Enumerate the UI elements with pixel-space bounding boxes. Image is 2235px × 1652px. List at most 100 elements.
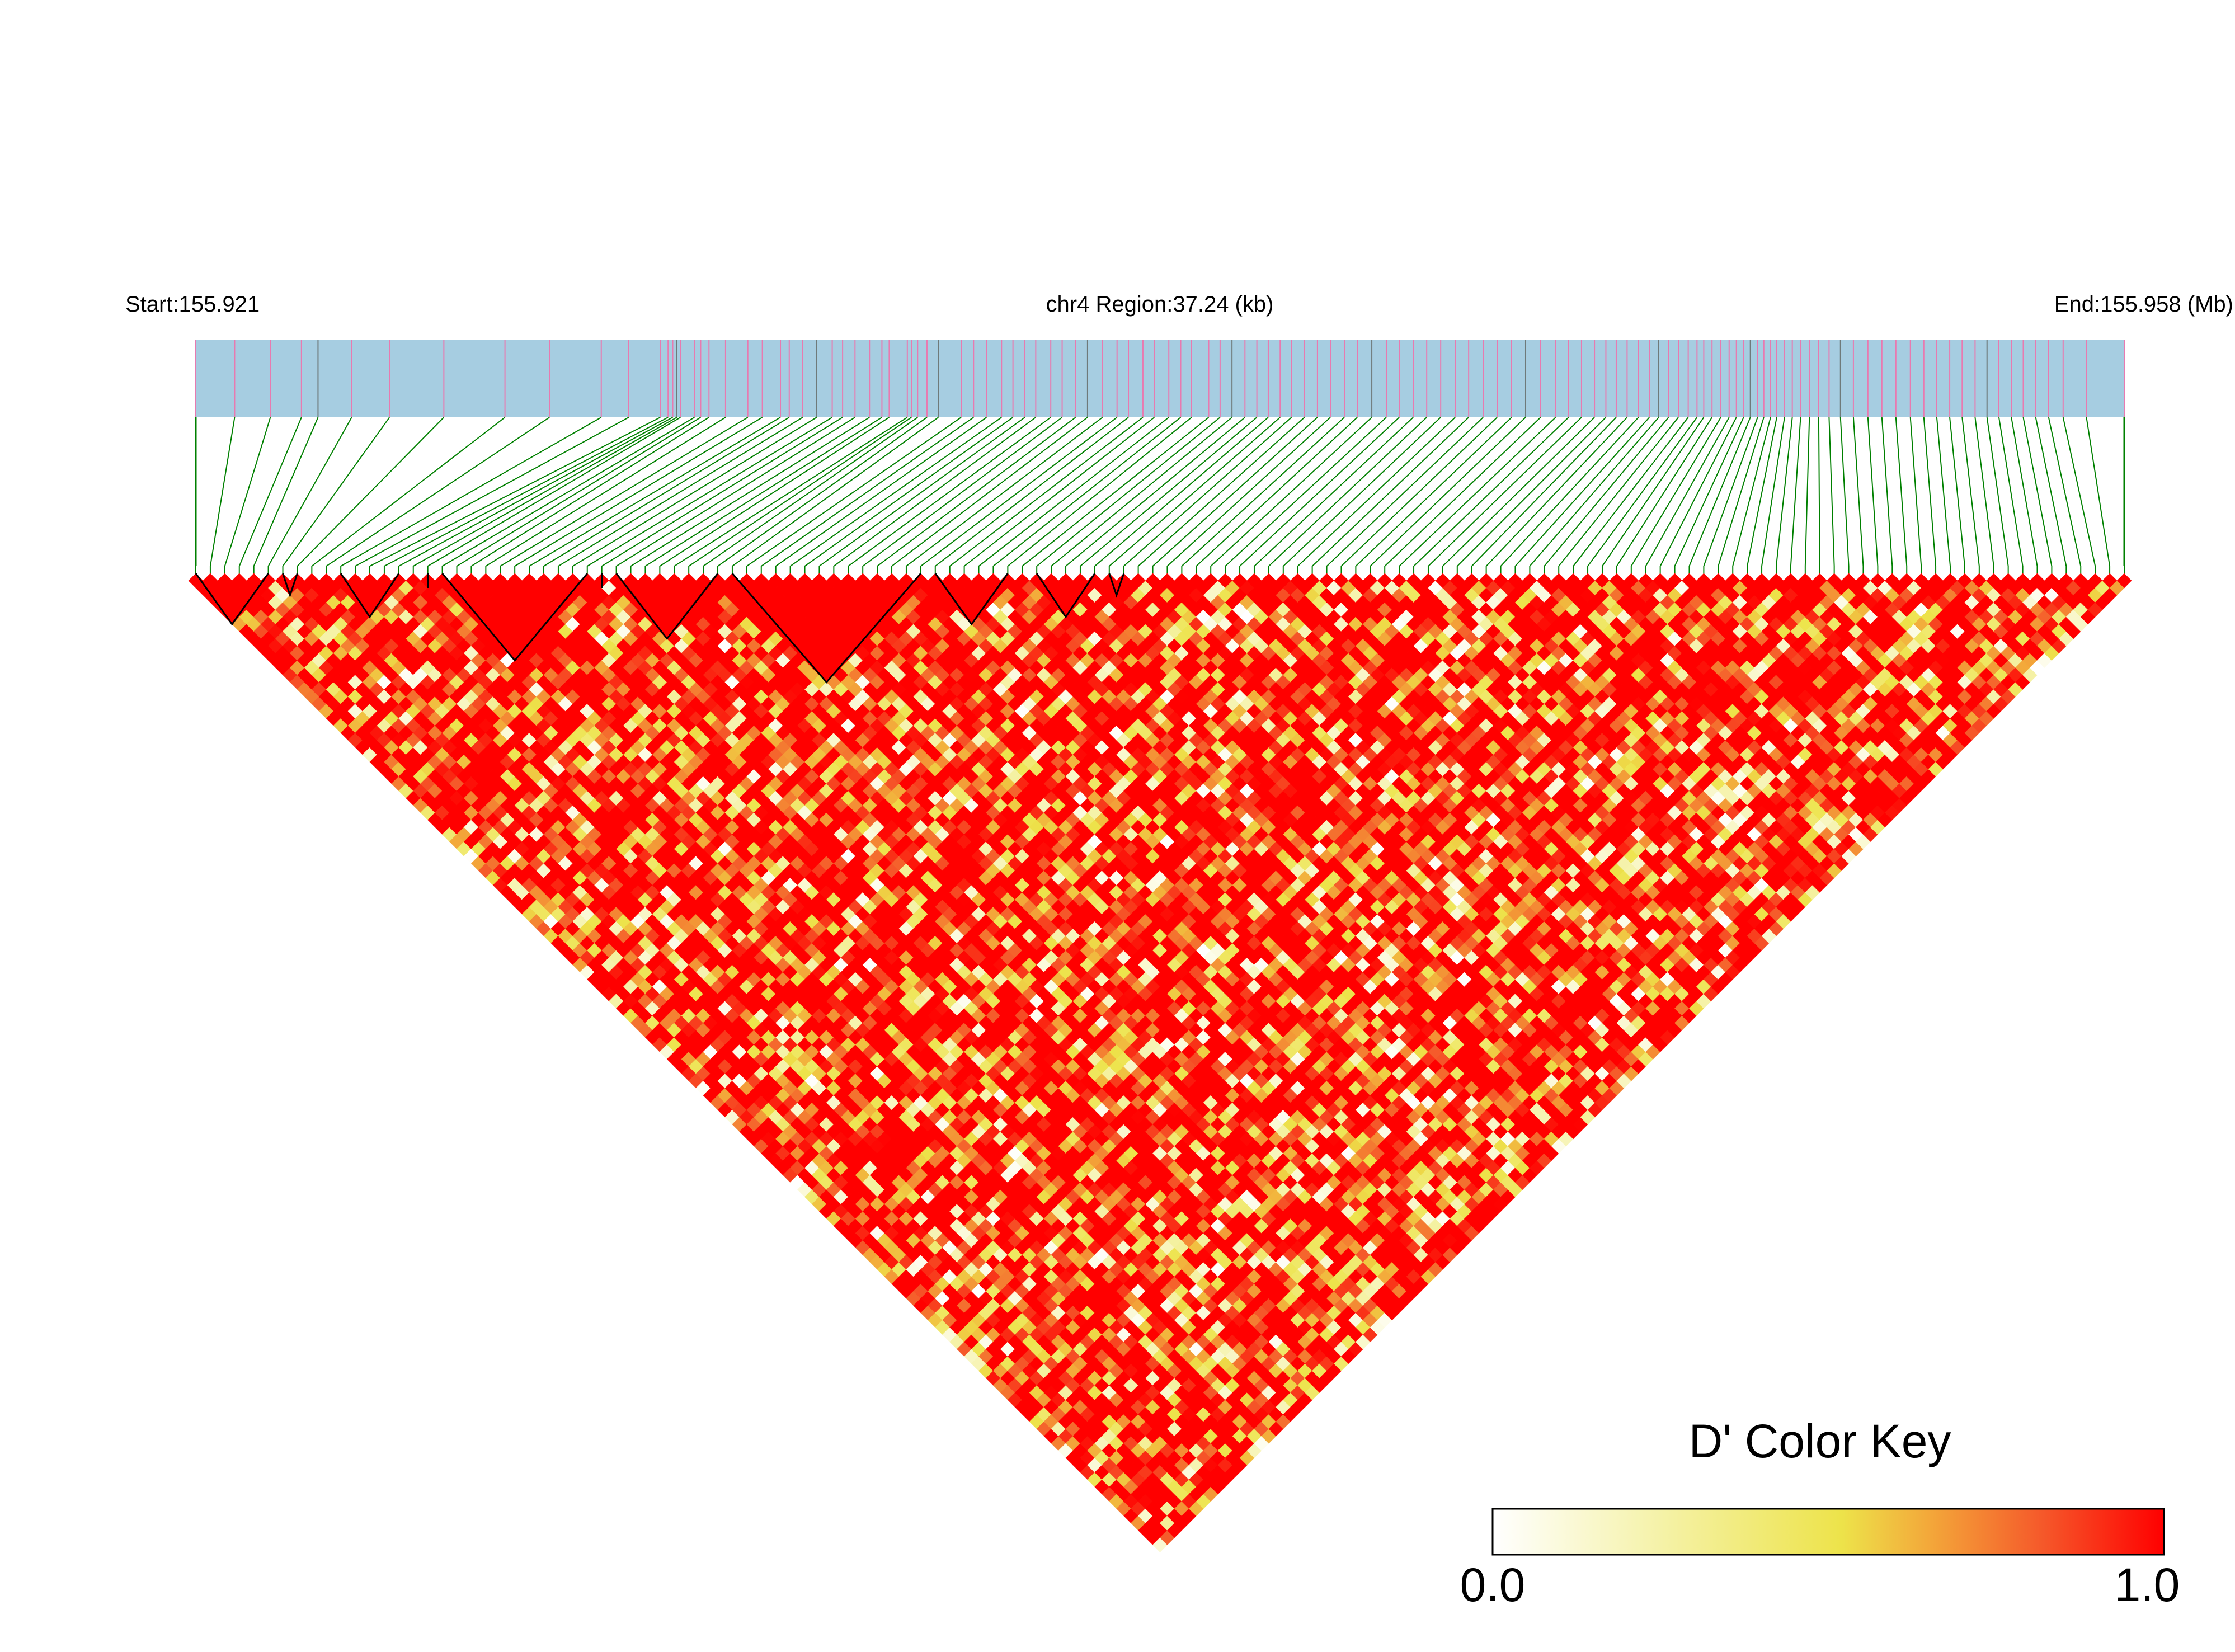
snp-connector-92 [1529,417,1659,576]
snp-connector-82 [1384,417,1541,576]
snp-connector-55 [992,417,1182,576]
snp-connector-8 [311,417,506,576]
snp-connector-111 [1804,417,1810,576]
snp-connector-71 [1225,417,1387,576]
snp-connector-56 [1007,417,1192,576]
snp-connector-26 [572,417,817,576]
snp-connector-119 [1909,417,1922,576]
snp-connector-29 [615,417,855,576]
snp-connector-50 [920,417,1118,576]
snp-connector-27 [586,417,833,576]
snp-connector-60 [1065,417,1245,576]
snp-connector-19 [470,417,709,576]
snp-connector-32 [659,417,890,576]
snp-connector-42 [804,417,1014,576]
snp-connector-52 [949,417,1144,576]
snp-connector-43 [818,417,1025,576]
snp-connector-67 [1166,417,1331,576]
snp-connector-125 [1986,417,2009,576]
snp-connector-20 [485,417,726,576]
snp-connector-90 [1500,417,1639,576]
snp-tick-marks [195,340,2125,417]
snp-connector-120 [1923,417,1937,576]
snp-connector-30 [630,417,870,576]
snp-connector-113 [1828,417,1835,576]
snp-connector-25 [557,417,803,576]
snp-connector-45 [848,417,1051,576]
snp-connector-31 [644,417,882,576]
snp-connector-115 [1852,417,1864,576]
snp-connector-48 [891,417,1088,576]
snp-connector-85 [1427,417,1582,576]
snp-connector-128 [2022,417,2053,576]
snp-connector-63 [1108,417,1281,576]
snp-connector-95 [1573,417,1689,576]
snp-connector-123 [1961,417,1980,576]
snp-connector-99 [1630,417,1721,576]
snp-connector-17 [441,417,695,576]
snp-connector-81 [1370,417,1526,576]
snp-connector-46 [862,417,1063,576]
snp-connector-116 [1867,417,1879,576]
snp-connector-34 [688,417,912,576]
snp-connector-66 [1152,417,1318,576]
snp-connector-61 [1079,417,1258,576]
snp-connector-18 [456,417,701,576]
snp-connector-102 [1674,417,1744,576]
snp-connector-7 [297,417,445,576]
snp-connector-37 [731,417,939,576]
snp-connector-88 [1471,417,1617,576]
snp-connector-105 [1718,417,1765,576]
snp-connector-28 [601,417,843,576]
snp-connector-100 [1645,417,1730,576]
snp-connector-70 [1210,417,1372,576]
snp-connector-1 [209,417,236,576]
snp-connector-78 [1326,417,1484,576]
snp-connector-89 [1485,417,1628,576]
snp-connector-13 [383,417,669,576]
snp-connector-23 [529,417,781,576]
snp-connector-65 [1137,417,1305,576]
snp-connector-132 [2086,417,2111,576]
snp-connector-86 [1442,417,1595,576]
snp-connector-76 [1297,417,1456,576]
snp-connector-58 [1036,417,1221,576]
snp-connector-121 [1936,417,1951,576]
snp-connector-3 [238,417,302,576]
snp-connector-21 [500,417,749,576]
snp-connector-87 [1456,417,1607,576]
chromosome-track [196,340,2124,417]
snp-connector-104 [1703,417,1758,576]
snp-connector-41 [789,417,1002,576]
snp-connector-54 [978,417,1169,576]
snp-connector-57 [1022,417,1210,576]
snp-connector-68 [1181,417,1345,576]
snp-connector-131 [2062,417,2096,576]
snp-connector-12 [369,417,661,576]
snp-connector-62 [1094,417,1269,576]
snp-connector-75 [1282,417,1441,576]
snp-connector-94 [1558,417,1679,576]
snp-connector-33 [674,417,908,576]
snp-connector-83 [1399,417,1556,576]
snp-connector-lines [195,417,2125,576]
snp-connector-96 [1587,417,1698,576]
snp-connector-44 [833,417,1036,576]
snp-connector-80 [1355,417,1512,576]
snp-connector-129 [2035,417,2067,576]
snp-connector-101 [1659,417,1737,576]
snp-connector-49 [905,417,1103,576]
snp-connector-126 [1998,417,2024,576]
ld-cells [188,573,2132,1552]
snp-connector-79 [1340,417,1498,576]
snp-connector-5 [267,417,352,576]
snp-connector-122 [1949,417,1965,576]
snp-connector-36 [717,417,928,576]
snp-connector-72 [1239,417,1400,576]
snp-connector-39 [760,417,974,576]
snp-connector-47 [877,417,1076,576]
snp-connector-15 [412,417,677,576]
snp-connector-35 [703,417,918,576]
snp-connector-91 [1514,417,1650,576]
